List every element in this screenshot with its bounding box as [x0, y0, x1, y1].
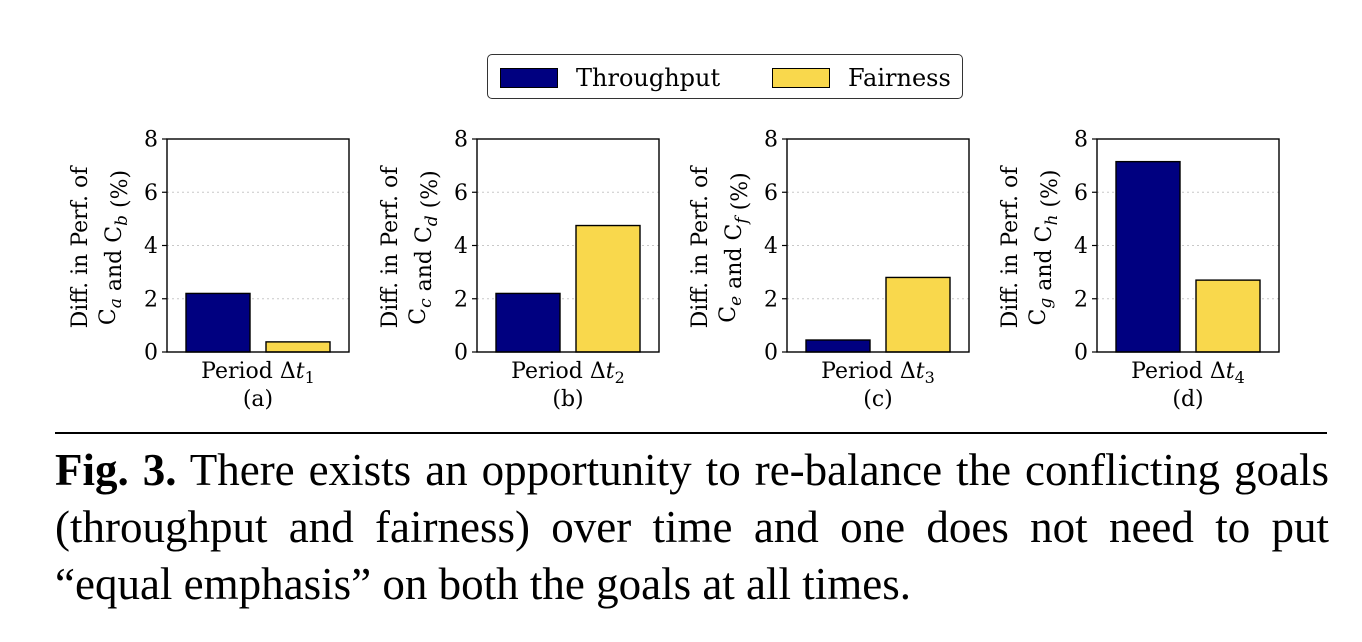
x-axis-label: Period Δt3 — [821, 359, 935, 387]
legend-item-throughput: Throughput — [500, 55, 720, 100]
chart-panel-3: 0 2 4 6 8 Period Δt3(c) Diff. in Perf. of Ce an… — [688, 128, 970, 412]
chart-panel-2: 0 2 4 6 8 Period Δt2(b) Diff. in Perf. of Cc an… — [378, 128, 660, 412]
x-axis-label: Period Δt4 — [1131, 359, 1245, 387]
legend-label-fairness: Fairness — [848, 63, 951, 92]
legend-item-fairness: Fairness — [772, 55, 951, 100]
y-tick-label: 8 — [1074, 128, 1088, 153]
bar-fairness — [265, 341, 331, 353]
y-axis-label-line2: Ca and Cb (%) — [96, 170, 133, 325]
y-axis-label-line1: Diff. in Perf. of — [68, 165, 93, 329]
y-tick-label: 2 — [1074, 287, 1088, 312]
legend: Throughput Fairness — [487, 54, 963, 99]
y-tick-label: 6 — [454, 181, 468, 206]
bar-throughput — [805, 339, 871, 353]
y-tick-label: 8 — [454, 128, 468, 153]
panel-label: (a) — [243, 387, 273, 412]
y-tick-label: 4 — [454, 234, 468, 259]
y-axis-label-line2: Cg and Ch (%) — [1026, 170, 1063, 326]
bar-throughput — [185, 292, 251, 353]
x-axis-label: Period Δt2 — [511, 359, 625, 387]
y-tick-label: 6 — [1074, 181, 1088, 206]
panel-label: (d) — [1172, 387, 1203, 412]
y-tick-label: 2 — [144, 287, 158, 312]
y-tick-label: 6 — [764, 181, 778, 206]
bar-fairness — [885, 276, 951, 353]
caption-text: There exists an opportunity to re-balanc… — [55, 445, 1330, 609]
chart-panel-1: 0 2 4 6 8 Period Δt1(a) Diff. in Perf. of Ca an… — [68, 128, 350, 412]
legend-swatch-fairness — [772, 67, 830, 88]
panel-label: (b) — [552, 387, 583, 412]
bar-fairness — [1195, 279, 1261, 353]
y-tick-label: 2 — [454, 287, 468, 312]
figure-caption: Fig. 3. There exists an opportunity to r… — [55, 442, 1329, 613]
panel-label: (c) — [863, 387, 893, 412]
bar-fairness — [575, 224, 641, 353]
y-tick-label: 4 — [1074, 234, 1088, 259]
y-tick-label: 2 — [764, 287, 778, 312]
caption-rule — [55, 432, 1327, 434]
y-axis-label-line2: Cc and Cd (%) — [406, 170, 443, 325]
legend-swatch-throughput — [500, 67, 558, 88]
y-tick-label: 4 — [144, 234, 158, 259]
bar-throughput — [1115, 160, 1181, 353]
y-tick-label: 0 — [764, 341, 778, 366]
x-axis-label: Period Δt1 — [201, 359, 315, 387]
y-axis-label-line2: Ce and Cf (%) — [716, 172, 753, 322]
y-axis-label-line1: Diff. in Perf. of — [688, 165, 713, 329]
caption-label: Fig. 3. — [55, 445, 177, 495]
y-tick-label: 8 — [144, 128, 158, 153]
y-axis-label-line1: Diff. in Perf. of — [378, 165, 403, 329]
bar-throughput — [495, 292, 561, 353]
y-tick-label: 6 — [144, 181, 158, 206]
chart-panel-4: 0 2 4 6 8 Period Δt4(d) Diff. in Perf. of Cg an… — [998, 128, 1280, 412]
y-tick-label: 4 — [764, 234, 778, 259]
y-tick-label: 8 — [764, 128, 778, 153]
y-axis-label-line1: Diff. in Perf. of — [998, 165, 1023, 329]
y-tick-label: 0 — [144, 341, 158, 366]
legend-label-throughput: Throughput — [576, 63, 721, 92]
y-tick-label: 0 — [1074, 341, 1088, 366]
y-tick-label: 0 — [454, 341, 468, 366]
